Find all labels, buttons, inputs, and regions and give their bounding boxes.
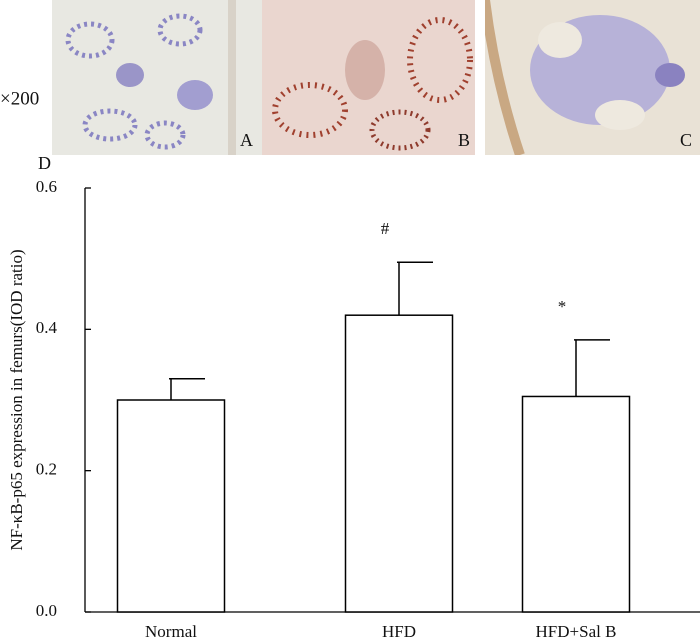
micrograph-b xyxy=(262,0,475,155)
micrograph-c xyxy=(485,0,700,155)
panel-label: B xyxy=(458,130,470,150)
bar xyxy=(116,399,226,613)
significance-mark: * xyxy=(558,297,567,316)
y-tick-label: 0.4 xyxy=(36,318,58,337)
panel-label: D xyxy=(38,153,51,173)
y-tick-label: 0.2 xyxy=(36,460,57,479)
magnification: ×200 xyxy=(0,88,39,109)
x-tick-label: Normal xyxy=(145,622,197,641)
bar xyxy=(521,395,631,613)
micrograph-a xyxy=(52,0,262,155)
x-tick-label: HFD+Sal B xyxy=(536,622,617,641)
panel-label: C xyxy=(680,130,692,150)
y-tick-label: 0.6 xyxy=(36,177,57,196)
y-axis-label: NF-κB-p65 expression in femurs(IOD ratio… xyxy=(7,249,26,550)
y-tick-label: 0.0 xyxy=(36,601,57,620)
significance-mark: # xyxy=(381,219,390,238)
bar xyxy=(344,314,454,613)
panel-label: A xyxy=(240,130,253,150)
x-tick-label: HFD xyxy=(382,622,416,641)
